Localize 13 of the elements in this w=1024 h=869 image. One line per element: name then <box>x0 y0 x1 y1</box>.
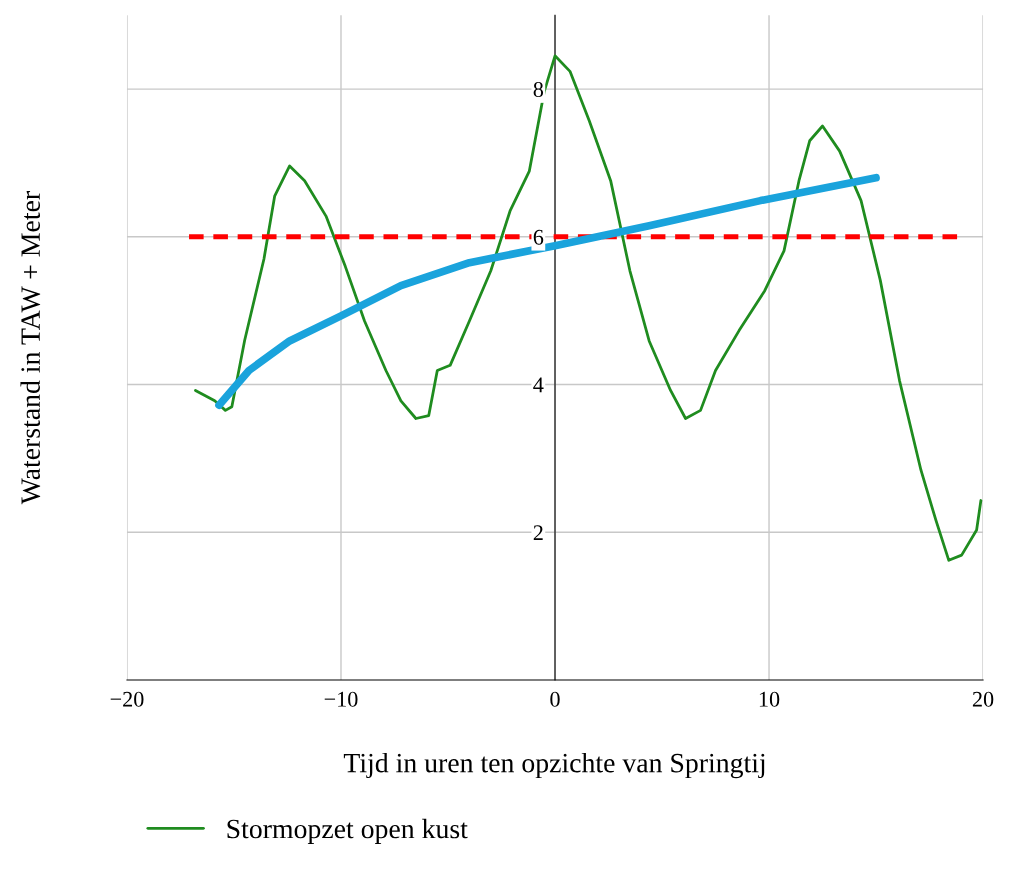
x-tick-label: 10 <box>759 691 780 707</box>
x-tick-label: −10 <box>324 691 358 707</box>
x-axis-title: Tijd in uren ten opzichte van Springtij <box>343 752 765 779</box>
line-series <box>194 54 983 562</box>
legend-label: Stormopzet open kust <box>227 818 468 844</box>
y-axis-title: Waterstand in TAW + Meter <box>20 191 41 505</box>
x-tick-label: 0 <box>550 691 560 707</box>
y-tick-label: 2 <box>533 525 543 540</box>
y-tick-label: 6 <box>533 229 544 245</box>
x-tick-label: 20 <box>972 691 994 707</box>
y-tick-label: 4 <box>533 377 544 393</box>
y-tick-label: 8 <box>533 82 544 97</box>
x-tick-label: −20 <box>110 691 144 707</box>
